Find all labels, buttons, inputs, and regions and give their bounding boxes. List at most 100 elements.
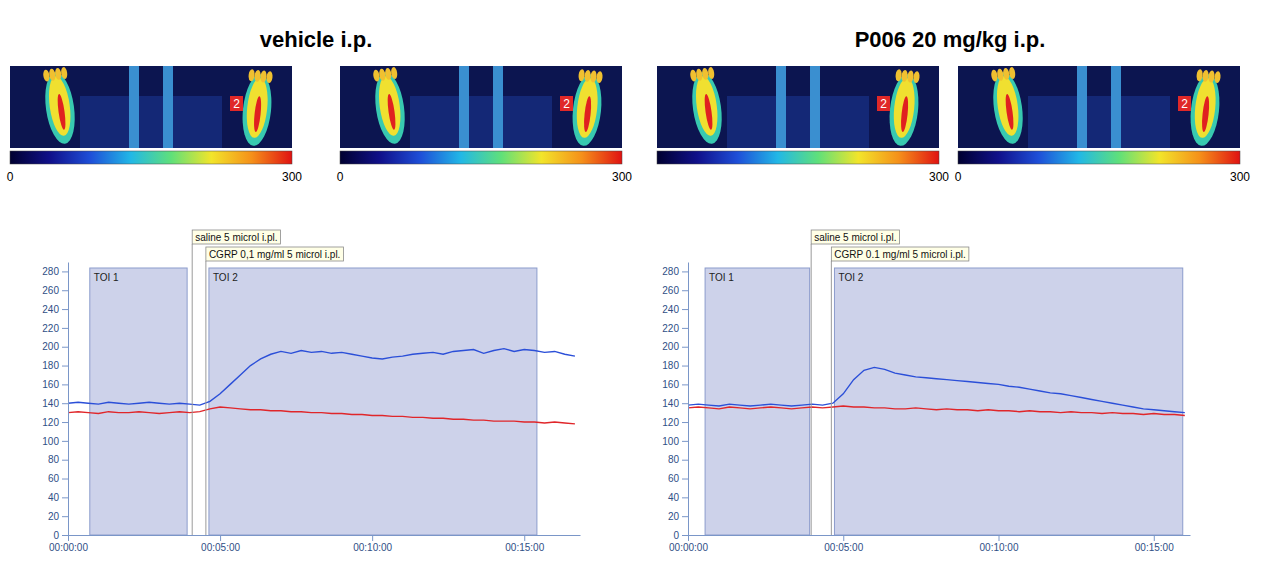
x-tick: 00:10:00	[980, 535, 1019, 553]
y-tick-mark	[62, 384, 68, 385]
paw	[886, 69, 922, 148]
y-tick-label: 120	[42, 417, 59, 428]
series-line	[688, 367, 1185, 412]
toe	[991, 69, 999, 82]
plot-area	[688, 268, 1185, 535]
paw	[569, 69, 605, 148]
roi-label-box	[560, 96, 573, 111]
toe	[260, 70, 267, 83]
paw-glow	[1187, 73, 1222, 148]
image-background	[340, 66, 622, 148]
paw-warm	[994, 75, 1022, 137]
y-tick-label: 160	[662, 379, 679, 390]
y-tick: 220	[42, 323, 68, 334]
axis-line	[689, 535, 1191, 536]
toe	[1208, 70, 1215, 83]
roi-label: 2	[233, 97, 240, 111]
y-tick-label: 180	[42, 360, 59, 371]
paw-glow	[41, 70, 79, 145]
toe	[895, 69, 902, 82]
y-tick-mark	[682, 479, 688, 480]
y-tick-label: 40	[668, 492, 680, 503]
y-tick-label: 60	[668, 473, 680, 484]
y-tick-label: 240	[662, 304, 679, 315]
event-annotation: saline 5 microl i.pl.	[192, 230, 280, 244]
y-tick: 100	[42, 436, 68, 447]
y-tick-mark	[682, 403, 688, 404]
y-tick: 0	[673, 530, 688, 541]
cage-bar	[129, 66, 139, 148]
y-axis: 020406080100120140160180200220240260280	[662, 263, 688, 541]
annotation-text: CGRP 0,1 mg/ml 5 microl i.pl.	[209, 249, 341, 260]
x-tick-label: 00:05:00	[201, 542, 240, 553]
y-tick-mark	[682, 271, 688, 272]
y-tick: 220	[662, 323, 688, 334]
thermal-image: 20300	[7, 66, 303, 184]
toe	[695, 68, 703, 81]
annotation-text: saline 5 microl i.pl.	[195, 232, 277, 243]
colorbar-tick-label: 0	[955, 170, 962, 184]
cage-bar	[1077, 66, 1087, 148]
annotation-box	[831, 247, 969, 261]
plot-area	[68, 268, 575, 535]
roi-label-box	[877, 96, 890, 111]
y-tick-mark	[62, 328, 68, 329]
annotation-box	[811, 230, 899, 244]
y-tick-mark	[62, 366, 68, 367]
y-tick-label: 80	[48, 454, 60, 465]
toe	[1202, 70, 1209, 83]
toe	[254, 70, 261, 83]
y-tick-label: 140	[662, 398, 679, 409]
y-tick: 160	[662, 379, 688, 390]
y-tick-label: 240	[42, 304, 59, 315]
colorbar-tick-label: 0	[337, 170, 344, 184]
paw-hot	[386, 94, 397, 130]
toe	[596, 71, 603, 84]
event-annotation: CGRP 0.1 mg/ml 5 microl i.pl.	[831, 247, 969, 261]
y-tick-label: 220	[662, 323, 679, 334]
y-tick-label: 160	[42, 379, 59, 390]
y-tick: 20	[668, 511, 688, 522]
toe	[43, 69, 51, 82]
x-tick: 00:10:00	[353, 535, 392, 553]
y-tick: 100	[662, 436, 688, 447]
paw	[989, 66, 1027, 145]
cage-bar	[163, 66, 173, 148]
y-tick: 140	[662, 398, 688, 409]
y-tick-mark	[682, 328, 688, 329]
roi-label: 2	[880, 97, 887, 111]
paw-glow	[688, 70, 726, 145]
toe	[373, 69, 381, 82]
y-tick: 180	[662, 360, 688, 371]
toe	[1214, 71, 1221, 84]
toe	[1196, 69, 1203, 82]
y-tick-label: 180	[662, 360, 679, 371]
x-axis: 00:00:0000:05:0000:10:0000:15:00	[669, 535, 1190, 553]
paw-hot	[1201, 96, 1211, 132]
y-tick-mark	[62, 479, 68, 480]
y-tick: 120	[42, 417, 68, 428]
y-tick-mark	[682, 535, 688, 536]
y-tick: 80	[48, 454, 68, 465]
y-tick: 60	[668, 473, 688, 484]
y-tick-label: 0	[673, 530, 679, 541]
colorbar	[958, 151, 1240, 164]
cage-bar	[459, 66, 469, 148]
toe	[913, 71, 920, 84]
roi-label: 2	[1181, 97, 1188, 111]
y-tick-mark	[62, 271, 68, 272]
thermal-image: 20300	[955, 66, 1251, 184]
y-tick: 260	[42, 285, 68, 296]
y-tick-label: 220	[42, 323, 59, 334]
toe	[707, 67, 715, 80]
toe	[590, 70, 597, 83]
axis-line	[688, 263, 689, 536]
y-tick: 280	[662, 266, 688, 277]
y-tick-label: 260	[662, 285, 679, 296]
y-tick: 240	[42, 304, 68, 315]
thermal-image: 20300	[337, 66, 633, 184]
y-tick-label: 280	[42, 266, 59, 277]
y-tick-label: 20	[668, 511, 680, 522]
y-tick: 160	[42, 379, 68, 390]
y-tick: 60	[48, 473, 68, 484]
